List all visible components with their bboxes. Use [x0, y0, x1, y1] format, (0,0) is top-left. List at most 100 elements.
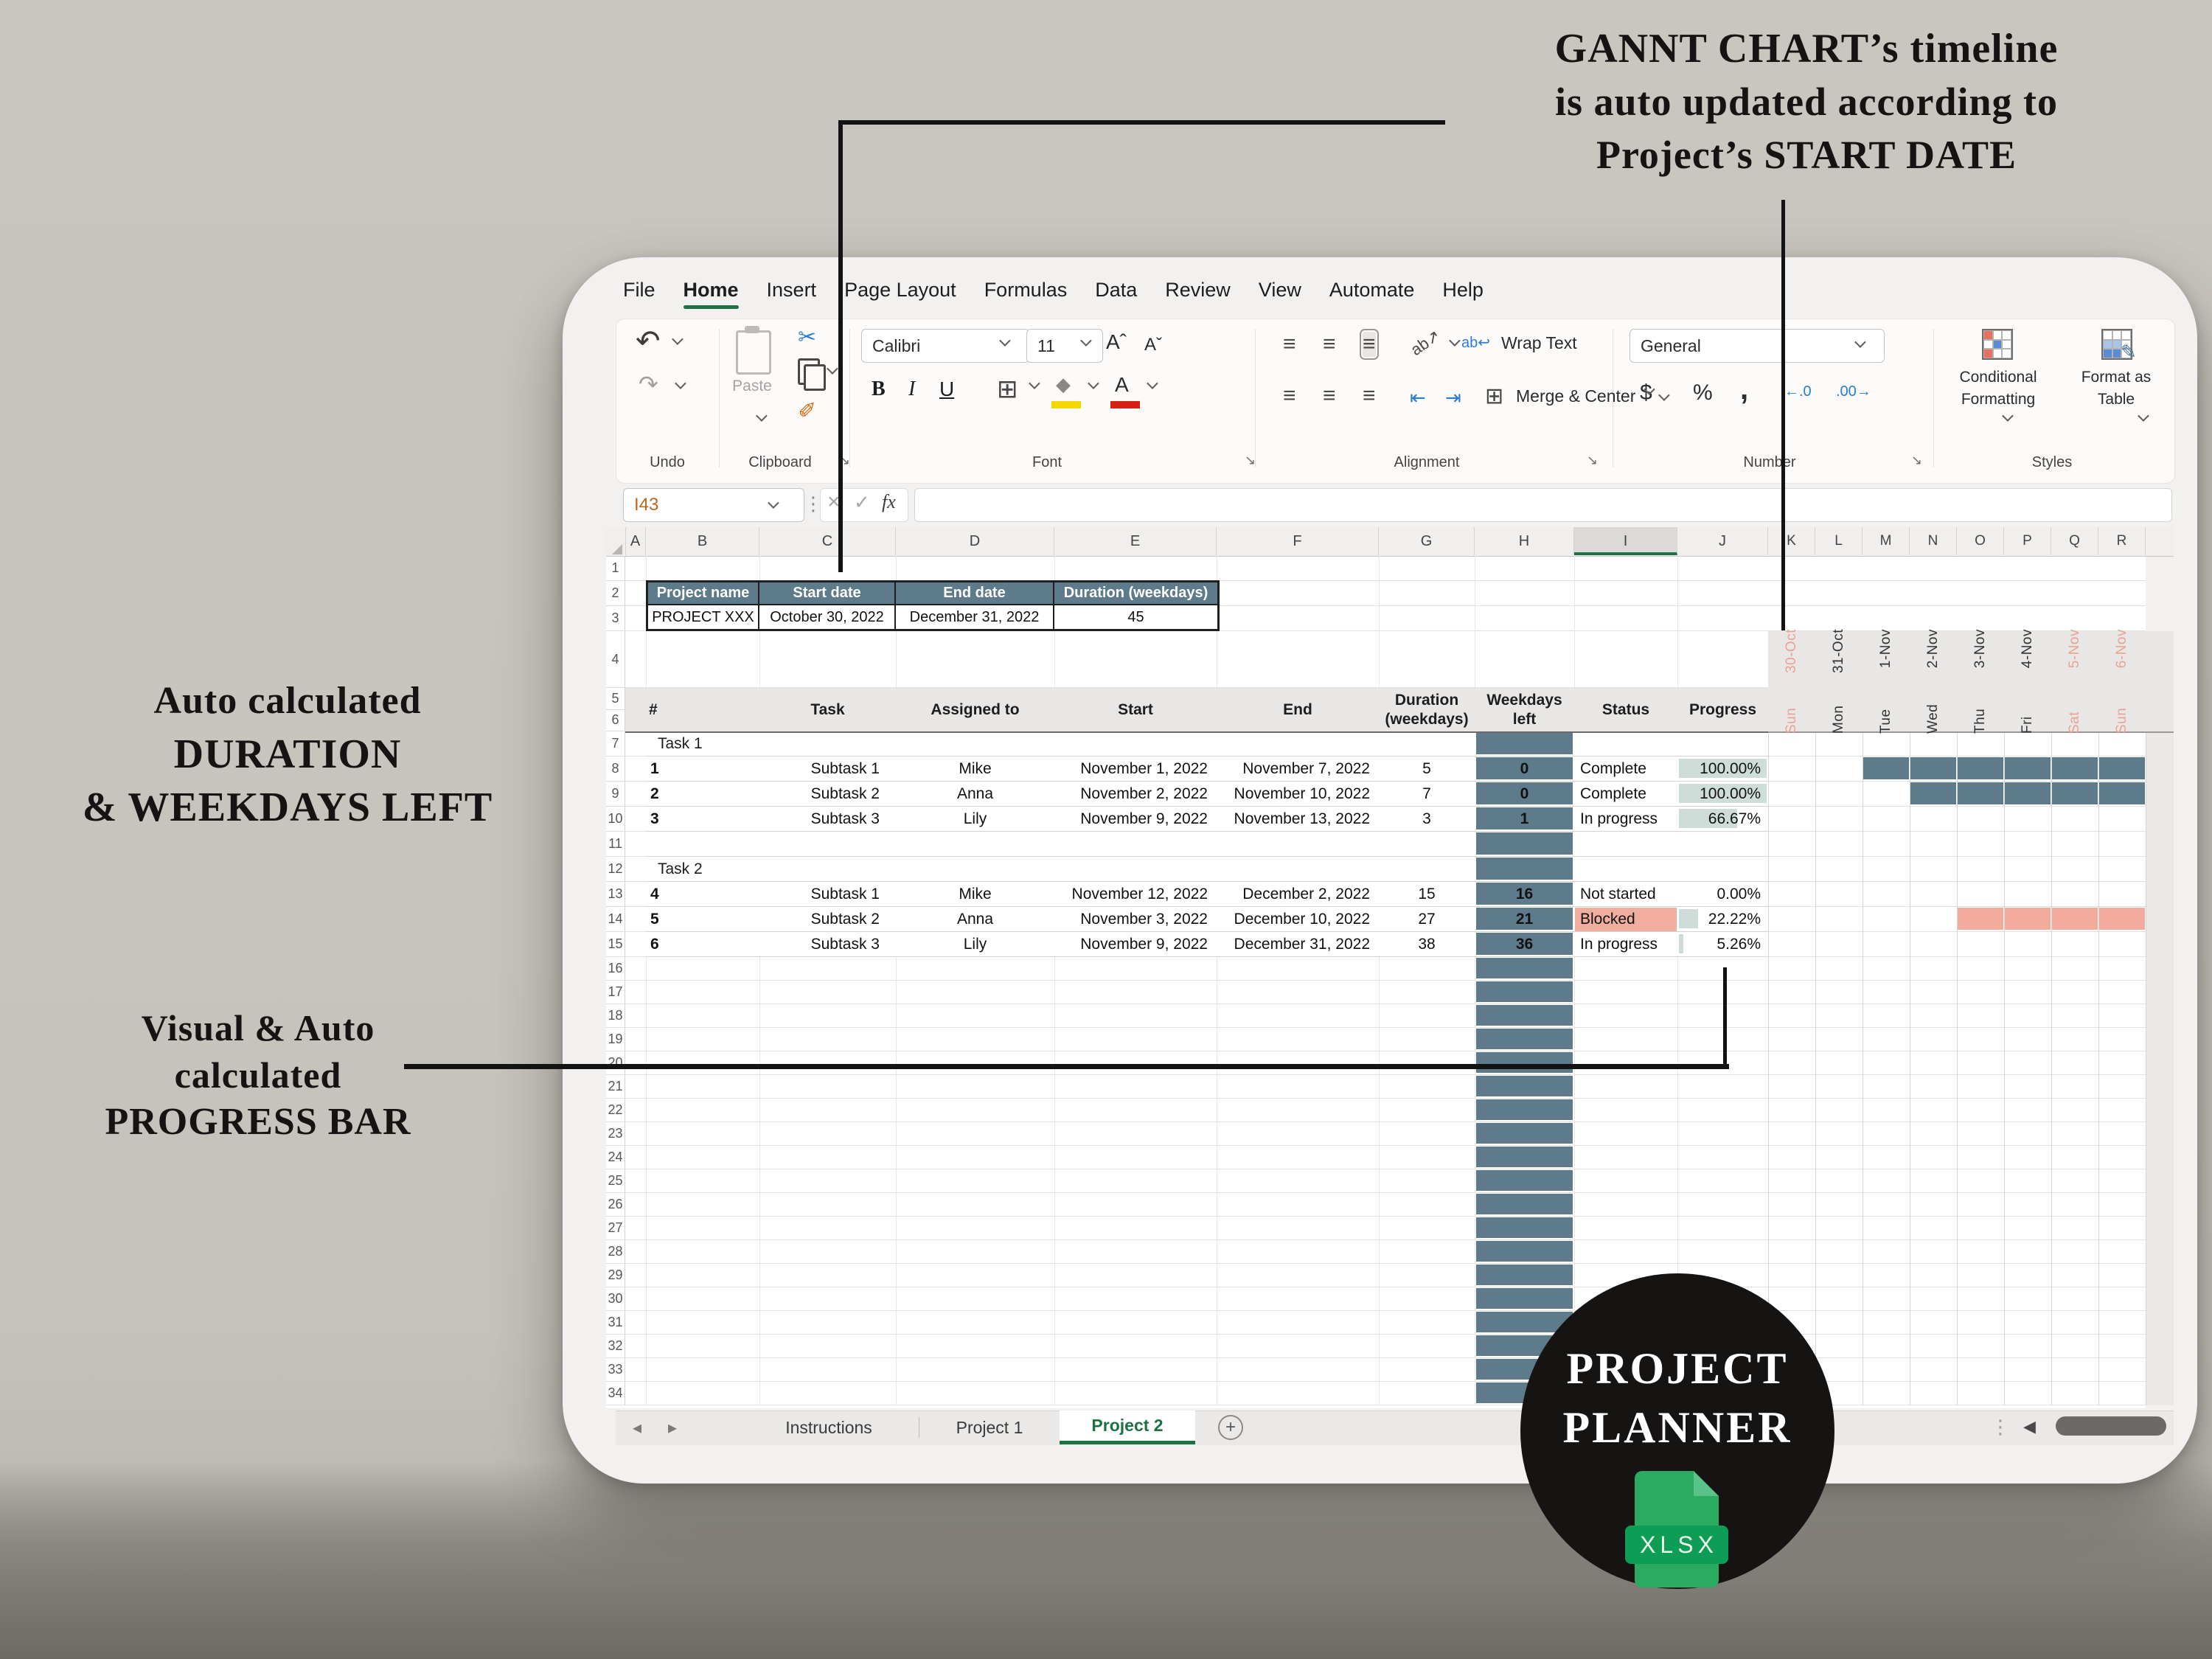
row-header-11[interactable]: 11: [606, 832, 625, 857]
shrink-font-icon[interactable]: Aˇ: [1144, 335, 1162, 355]
row-header-1[interactable]: 1: [606, 556, 625, 581]
task-duration[interactable]: 15: [1418, 886, 1436, 902]
menu-item-insert[interactable]: Insert: [766, 278, 817, 301]
align-top-icon[interactable]: ≡: [1283, 332, 1296, 356]
grow-font-icon[interactable]: Aˆ: [1106, 330, 1127, 353]
task-name[interactable]: Subtask 2: [810, 785, 880, 802]
sheet-tab-instructions[interactable]: Instructions: [785, 1417, 872, 1437]
paste-label[interactable]: Paste: [732, 378, 772, 394]
task-weekdays-left[interactable]: 0: [1520, 760, 1529, 777]
task-name[interactable]: Subtask 1: [810, 886, 880, 902]
paste-icon[interactable]: [736, 330, 771, 375]
name-box[interactable]: I43: [623, 488, 804, 522]
task-assigned[interactable]: Anna: [956, 785, 994, 802]
task-duration[interactable]: 7: [1422, 785, 1431, 802]
menu-item-automate[interactable]: Automate: [1329, 278, 1415, 301]
column-header-G[interactable]: G: [1379, 527, 1475, 555]
copy-icon-back[interactable]: [804, 364, 826, 391]
undo-icon[interactable]: ↶: [636, 325, 661, 358]
task-start[interactable]: November 12, 2022: [1071, 886, 1208, 902]
row-header-8[interactable]: 8: [606, 757, 625, 782]
row-header-13[interactable]: 13: [606, 882, 625, 907]
redo-icon[interactable]: ↷: [639, 371, 658, 397]
task-start[interactable]: November 9, 2022: [1080, 810, 1208, 827]
column-header-B[interactable]: B: [646, 527, 759, 555]
conditional-formatting-label2[interactable]: Formatting: [1961, 391, 2036, 408]
align-left-icon[interactable]: ≡: [1283, 383, 1296, 408]
menu-item-home[interactable]: Home: [683, 279, 739, 309]
task-end[interactable]: November 10, 2022: [1234, 785, 1370, 802]
task-assigned[interactable]: Anna: [956, 911, 994, 928]
row-header-7[interactable]: 7: [606, 731, 625, 757]
row-header-29[interactable]: 29: [606, 1264, 625, 1287]
task-end[interactable]: November 7, 2022: [1242, 760, 1370, 777]
align-right-icon[interactable]: ≡: [1363, 383, 1376, 408]
task-duration[interactable]: 3: [1422, 810, 1431, 827]
row-header-17[interactable]: 17: [606, 981, 625, 1004]
column-header-Q[interactable]: Q: [2051, 527, 2098, 555]
format-as-table-label1[interactable]: Format as: [2081, 369, 2152, 386]
align-center-icon[interactable]: ≡: [1323, 383, 1336, 408]
format-painter-icon[interactable]: ✐: [798, 399, 817, 423]
row-header-10[interactable]: 10: [606, 807, 625, 832]
task-end[interactable]: November 13, 2022: [1234, 810, 1370, 827]
task-weekdays-left[interactable]: 16: [1515, 886, 1534, 902]
increase-decimal-icon[interactable]: ←.0: [1784, 383, 1812, 400]
horizontal-scrollbar-thumb[interactable]: [2056, 1416, 2166, 1436]
select-all-corner[interactable]: [606, 527, 626, 555]
task-num[interactable]: 1: [650, 760, 659, 777]
row-header-25[interactable]: 25: [606, 1169, 625, 1193]
increase-indent-icon[interactable]: ⇥: [1445, 386, 1461, 408]
task-weekdays-left[interactable]: 0: [1520, 785, 1529, 802]
format-as-table-label2[interactable]: Table: [2097, 391, 2135, 408]
column-header-H[interactable]: H: [1475, 527, 1574, 555]
column-header-N[interactable]: N: [1910, 527, 1957, 555]
conditional-formatting-icon[interactable]: [1982, 329, 2013, 360]
comma-icon[interactable]: ,: [1740, 373, 1749, 406]
row-header-4[interactable]: 4: [606, 631, 625, 688]
task-status[interactable]: Complete: [1580, 785, 1646, 802]
percent-icon[interactable]: %: [1693, 380, 1713, 405]
dialog-launcher-icon[interactable]: ↘: [1911, 453, 1923, 467]
task-name[interactable]: Subtask 3: [810, 810, 880, 827]
row-header-22[interactable]: 22: [606, 1099, 625, 1122]
dialog-launcher-icon[interactable]: ↘: [1245, 453, 1256, 467]
row-header-34[interactable]: 34: [606, 1382, 625, 1405]
task-num[interactable]: 3: [650, 810, 659, 827]
task-name[interactable]: Subtask 2: [810, 911, 880, 928]
task-assigned[interactable]: Mike: [959, 760, 992, 777]
task-progress[interactable]: 5.26%: [1717, 936, 1761, 953]
task-name[interactable]: Subtask 1: [810, 760, 880, 777]
column-header-J[interactable]: J: [1677, 527, 1768, 555]
row-header-30[interactable]: 30: [606, 1287, 625, 1311]
tab-nav-right-icon[interactable]: ▸: [668, 1418, 678, 1438]
column-header-R[interactable]: R: [2098, 527, 2146, 555]
row-header-16[interactable]: 16: [606, 957, 625, 981]
row-header-12[interactable]: 12: [606, 857, 625, 882]
row-header-31[interactable]: 31: [606, 1311, 625, 1335]
formula-input[interactable]: [914, 488, 2172, 522]
column-header-D[interactable]: D: [896, 527, 1054, 555]
underline-button[interactable]: U: [939, 378, 955, 400]
decrease-decimal-icon[interactable]: .00→: [1836, 383, 1871, 400]
task-weekdays-left[interactable]: 1: [1520, 810, 1529, 827]
project-table-value[interactable]: October 30, 2022: [759, 605, 896, 629]
column-header-F[interactable]: F: [1217, 527, 1379, 555]
task-status[interactable]: Blocked: [1580, 911, 1635, 928]
column-header-M[interactable]: M: [1863, 527, 1910, 555]
task-name[interactable]: Subtask 3: [810, 936, 880, 953]
sheet-tab-project-2[interactable]: Project 2: [1060, 1411, 1195, 1444]
scrollbar-left-icon[interactable]: ◀: [2023, 1417, 2036, 1436]
font-name-select[interactable]: Calibri: [861, 329, 1029, 363]
task-status[interactable]: Complete: [1580, 760, 1646, 777]
task-status[interactable]: Not started: [1580, 886, 1656, 902]
conditional-formatting-label1[interactable]: Conditional: [1959, 369, 2037, 386]
row-header-5[interactable]: 5: [606, 688, 625, 710]
task-start[interactable]: November 1, 2022: [1080, 760, 1208, 777]
enter-icon[interactable]: ✓: [854, 491, 870, 513]
bold-button[interactable]: B: [872, 378, 886, 400]
column-header-A[interactable]: A: [625, 527, 646, 555]
task-end[interactable]: December 2, 2022: [1242, 886, 1370, 902]
task-weekdays-left[interactable]: 36: [1515, 936, 1534, 953]
cut-icon[interactable]: ✂: [798, 325, 817, 349]
